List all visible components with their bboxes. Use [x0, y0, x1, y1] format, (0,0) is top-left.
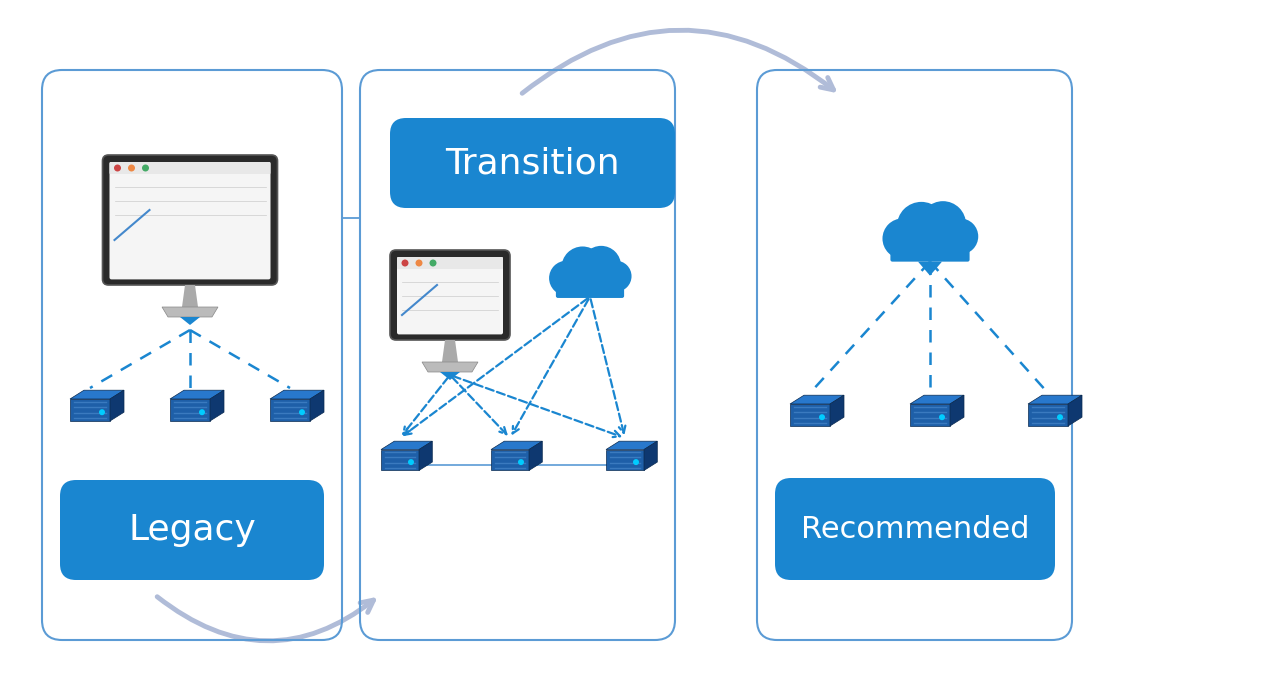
FancyBboxPatch shape — [556, 278, 624, 298]
Polygon shape — [491, 449, 529, 471]
Polygon shape — [70, 390, 124, 399]
FancyBboxPatch shape — [390, 250, 510, 340]
Polygon shape — [491, 441, 542, 449]
FancyBboxPatch shape — [558, 292, 621, 298]
Circle shape — [939, 415, 944, 420]
Polygon shape — [181, 285, 198, 307]
Polygon shape — [422, 362, 478, 372]
Circle shape — [601, 261, 631, 292]
Circle shape — [408, 459, 414, 465]
Circle shape — [883, 218, 923, 259]
Circle shape — [98, 409, 105, 415]
Circle shape — [114, 164, 121, 172]
FancyBboxPatch shape — [774, 478, 1056, 580]
Circle shape — [905, 224, 941, 260]
FancyBboxPatch shape — [110, 162, 271, 174]
Polygon shape — [1028, 395, 1082, 404]
Text: Transition: Transition — [445, 146, 620, 180]
Circle shape — [819, 415, 826, 420]
Polygon shape — [790, 404, 829, 426]
Circle shape — [633, 459, 639, 465]
FancyBboxPatch shape — [390, 118, 675, 208]
Circle shape — [942, 218, 978, 254]
Circle shape — [429, 259, 437, 267]
Polygon shape — [950, 395, 964, 426]
Polygon shape — [606, 441, 657, 449]
Polygon shape — [529, 441, 542, 471]
Polygon shape — [311, 390, 325, 421]
Polygon shape — [381, 441, 432, 449]
FancyBboxPatch shape — [397, 257, 504, 269]
Polygon shape — [644, 441, 657, 471]
Circle shape — [1057, 415, 1063, 420]
Polygon shape — [270, 399, 311, 421]
Circle shape — [561, 246, 603, 289]
Circle shape — [142, 164, 150, 172]
Circle shape — [569, 265, 599, 297]
Circle shape — [919, 224, 956, 261]
Circle shape — [897, 202, 946, 251]
Circle shape — [580, 265, 612, 298]
Polygon shape — [1028, 404, 1068, 426]
Polygon shape — [440, 372, 460, 380]
Polygon shape — [606, 449, 644, 471]
FancyBboxPatch shape — [895, 255, 966, 261]
Polygon shape — [162, 307, 219, 317]
Circle shape — [128, 164, 135, 172]
Polygon shape — [170, 399, 210, 421]
FancyBboxPatch shape — [397, 257, 504, 334]
FancyBboxPatch shape — [891, 239, 970, 262]
Polygon shape — [70, 399, 110, 421]
Polygon shape — [918, 262, 942, 276]
Polygon shape — [381, 449, 419, 471]
Circle shape — [199, 409, 204, 415]
Circle shape — [518, 459, 524, 465]
Polygon shape — [419, 441, 432, 471]
Polygon shape — [110, 390, 124, 421]
Circle shape — [581, 246, 621, 285]
Polygon shape — [829, 395, 843, 426]
FancyBboxPatch shape — [110, 162, 271, 279]
Polygon shape — [910, 395, 964, 404]
Polygon shape — [270, 390, 325, 399]
Circle shape — [920, 201, 966, 247]
Polygon shape — [1068, 395, 1082, 426]
FancyBboxPatch shape — [60, 480, 325, 580]
Polygon shape — [442, 340, 458, 362]
Circle shape — [550, 261, 584, 295]
Polygon shape — [790, 395, 843, 404]
Polygon shape — [170, 390, 224, 399]
Circle shape — [299, 409, 305, 415]
Polygon shape — [180, 317, 199, 325]
Text: Recommended: Recommended — [801, 514, 1029, 544]
Text: Legacy: Legacy — [128, 513, 256, 547]
Circle shape — [401, 259, 409, 267]
Circle shape — [415, 259, 423, 267]
Polygon shape — [910, 404, 950, 426]
FancyBboxPatch shape — [102, 155, 277, 285]
Polygon shape — [210, 390, 224, 421]
